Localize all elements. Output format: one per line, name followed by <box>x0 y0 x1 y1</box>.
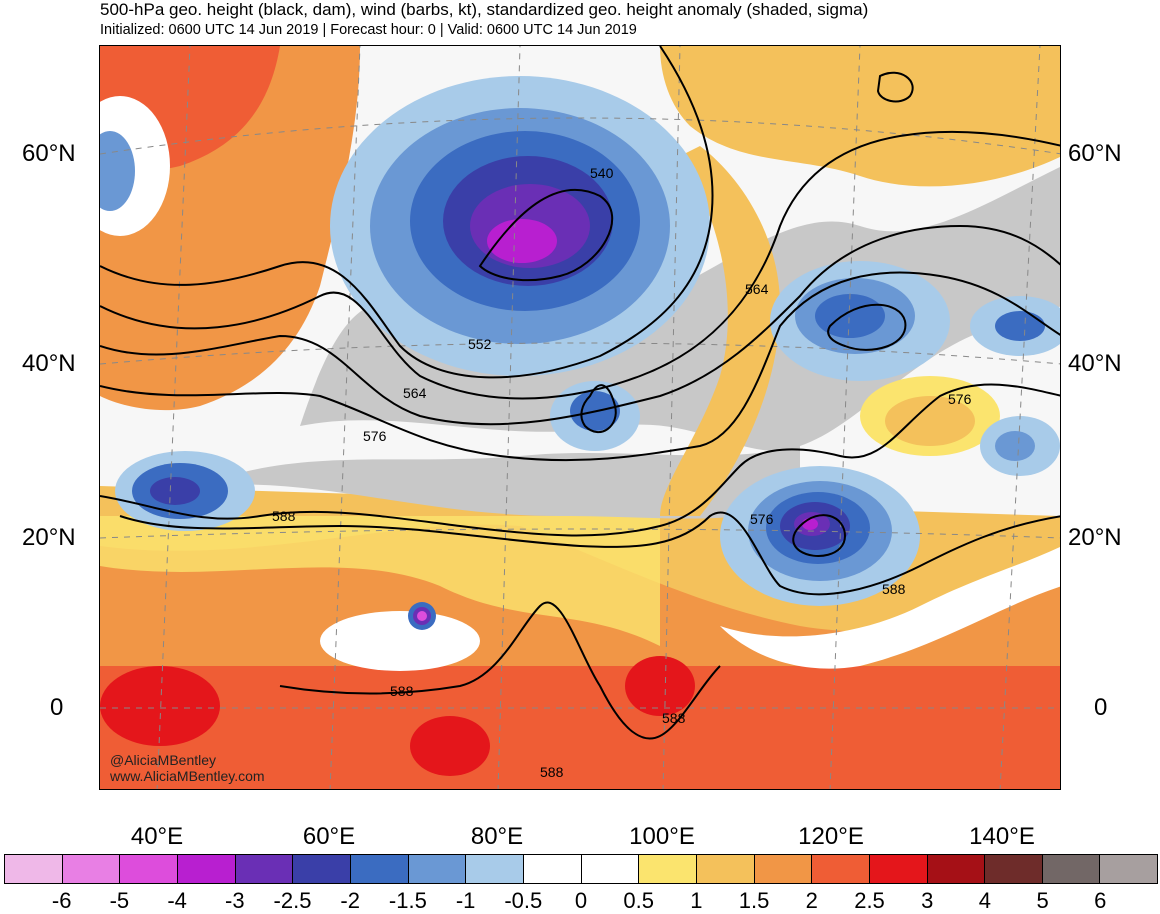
colorbar-label: 0.5 <box>623 888 654 913</box>
contour-label: 564 <box>745 281 769 297</box>
map-canvas: 540 552 564 564 576 576 576 588 588 588 … <box>100 46 1060 789</box>
lon-label-120e: 120°E <box>798 823 864 850</box>
colorbar-label: -2.5 <box>273 888 312 913</box>
credit-handle: @AliciaMBentley <box>110 752 217 768</box>
arabian-sea-neutral <box>320 611 480 671</box>
contour-label: 588 <box>882 581 906 597</box>
northeast-positive-region <box>660 46 1060 187</box>
equatorial-positive-anomaly-band <box>100 666 1060 789</box>
height-contours <box>100 46 1060 740</box>
contour-label: 588 <box>540 764 564 780</box>
colorbar-swatch <box>581 855 640 883</box>
colorbar-label: -1.5 <box>388 888 427 913</box>
colorbar-label: 3 <box>921 888 934 913</box>
contour-label: 588 <box>662 710 686 726</box>
colorbar-label: 2 <box>805 888 818 913</box>
contour-labels: 540 552 564 564 576 576 576 588 588 588 … <box>272 165 972 780</box>
colorbar-swatch <box>869 855 928 883</box>
colorbar-swatch <box>639 855 697 883</box>
lat-label-right-40n: 40°N <box>1068 350 1122 377</box>
philippine-neutral-band <box>720 546 1060 669</box>
colorbar-label: 0 <box>574 888 588 913</box>
lat-label-left-20n: 20°N <box>22 524 76 551</box>
east-pacific-low-core <box>995 431 1035 461</box>
northwest-negative-pocket <box>100 131 135 211</box>
colorbar-label: -2 <box>340 888 360 913</box>
lon-label-60e: 60°E <box>302 823 356 850</box>
indian-ocean-hotspot <box>410 716 490 776</box>
lat-label-right-20n: 20°N <box>1068 524 1122 551</box>
colorbar-swatch <box>5 855 63 883</box>
east-asia-high-core <box>885 396 975 446</box>
colorbar-swatch <box>523 855 582 883</box>
anomaly-map: 540 552 564 564 576 576 576 588 588 588 … <box>99 45 1061 790</box>
contour-label: 576 <box>948 391 972 407</box>
colorbar-swatch <box>754 855 813 883</box>
colorbar-swatch <box>812 855 870 883</box>
colorbar-swatch <box>985 855 1043 883</box>
colorbar-label: -5 <box>109 888 130 913</box>
colorbar-label: 4 <box>978 888 992 913</box>
light-yellow-band <box>100 516 660 646</box>
east-low-core <box>995 311 1045 341</box>
lon-label-40e: 40°E <box>130 823 184 850</box>
colorbar-label: -4 <box>167 888 187 913</box>
colorbar-swatch <box>408 855 467 883</box>
colorbar-swatch <box>62 855 121 883</box>
graticule <box>100 46 1060 789</box>
colorbar-swatch <box>293 855 351 883</box>
lat-label-right-0: 0 <box>1094 694 1108 721</box>
colorbar-label: 1 <box>690 888 703 913</box>
colorbar-swatch <box>235 855 294 883</box>
lat-label-left-60n: 60°N <box>22 140 76 167</box>
neutral-band-south <box>200 446 800 519</box>
colorbar-label: -6 <box>51 888 72 913</box>
colorbar-label: 1.5 <box>738 888 770 913</box>
lat-label-left-40n: 40°N <box>22 350 76 377</box>
anomaly-colorbar <box>4 854 1158 884</box>
northeast-low-core <box>815 294 885 338</box>
colorbar-swatch <box>1100 855 1158 883</box>
colorbar-swatch <box>466 855 524 883</box>
colorbar-label: -1 <box>455 888 476 913</box>
map-title: 500-hPa geo. height (black, dam), wind (… <box>100 0 869 19</box>
contour-label: 576 <box>750 511 774 527</box>
lat-label-left-0: 0 <box>50 694 64 721</box>
contour-label: 576 <box>363 428 387 444</box>
colorbar-label: -0.5 <box>504 888 543 913</box>
colorbar-swatch <box>177 855 236 883</box>
south-china-low-core <box>802 518 818 530</box>
colorbar-label: -3 <box>225 888 245 913</box>
colorbar-label: 5 <box>1036 888 1049 913</box>
map-subtitle: Initialized: 0600 UTC 14 Jun 2019 | Fore… <box>100 22 637 38</box>
colorbar-swatch <box>350 855 409 883</box>
indochina-hotspot <box>625 656 695 716</box>
colorbar-label: 2.5 <box>854 888 885 913</box>
contour-label: 540 <box>590 165 614 181</box>
contour-label: 564 <box>403 385 427 401</box>
lon-label-80e: 80°E <box>470 823 524 850</box>
contour-label: 552 <box>468 336 492 352</box>
central-positive-tongue <box>660 146 780 516</box>
colorbar-label: 6 <box>1094 888 1107 913</box>
contour-label: 588 <box>272 508 296 524</box>
contour-label: 588 <box>390 683 414 699</box>
lon-label-140e: 140°E <box>969 823 1035 850</box>
arabian-low-core <box>150 477 200 505</box>
lon-label-100e: 100°E <box>629 823 695 850</box>
colorbar-swatch <box>120 855 178 883</box>
colorbar-swatch <box>1042 855 1101 883</box>
colorbar-swatch <box>927 855 986 883</box>
africa-hotspot <box>100 666 220 746</box>
siberian-trough-core <box>487 219 557 263</box>
credit-url: www.AliciaMBentley.com <box>110 768 265 784</box>
colorbar-swatch <box>696 855 755 883</box>
lat-label-right-60n: 60°N <box>1068 140 1122 167</box>
arabian-sea-cyclone-core <box>417 611 427 621</box>
